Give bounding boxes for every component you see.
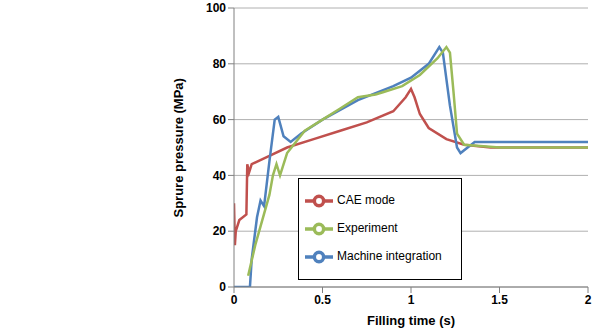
svg-text:2: 2 <box>585 293 592 307</box>
svg-text:0: 0 <box>219 280 226 294</box>
html-text:Experiment: Experiment <box>337 221 398 236</box>
svg-text:80: 80 <box>213 57 227 71</box>
svg-text:0.5: 0.5 <box>314 293 331 307</box>
svg-text:100: 100 <box>206 1 226 15</box>
svg-text:40: 40 <box>213 169 227 183</box>
svg-text:Filling time (s): Filling time (s) <box>367 313 455 328</box>
svg-text:1.5: 1.5 <box>491 293 508 307</box>
html-text:Machine integration: Machine integration <box>337 249 442 264</box>
svg-text:1: 1 <box>408 293 415 307</box>
svg-text:60: 60 <box>213 113 227 127</box>
svg-text:0: 0 <box>231 293 238 307</box>
svg-text:20: 20 <box>213 224 227 238</box>
svg-text:Sprure pressure (MPa): Sprure pressure (MPa) <box>171 78 186 217</box>
html-text:CAE mode: CAE mode <box>337 193 395 208</box>
